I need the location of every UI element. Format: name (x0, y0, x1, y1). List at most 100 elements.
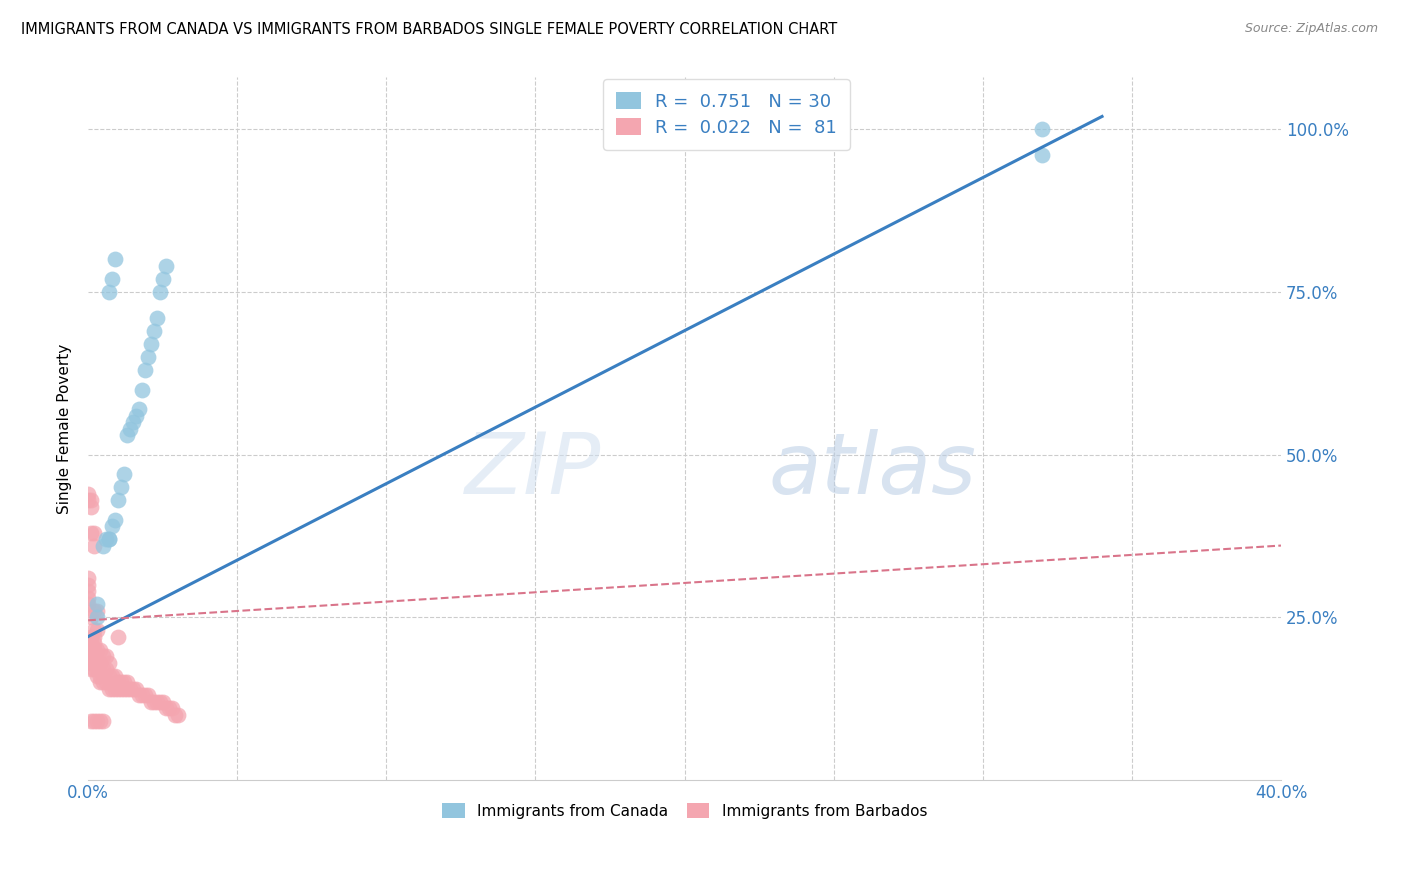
Point (91, 649, 114, 664)
Point (77, 577, 100, 591)
Point (86, 642, 108, 657)
Point (104, 512, 127, 526)
Point (139, 337, 162, 351)
Point (131, 383, 153, 397)
Point (77, 493, 100, 508)
Point (118, 681, 141, 696)
Point (115, 428, 138, 442)
Point (91, 714, 114, 728)
Point (86, 668, 108, 682)
Point (118, 421, 141, 435)
Point (104, 668, 127, 682)
Point (149, 695, 172, 709)
Point (77, 486, 100, 500)
Point (125, 681, 148, 696)
Point (101, 272, 124, 286)
Point (145, 310, 167, 325)
Point (101, 681, 124, 696)
Point (89, 668, 111, 682)
Point (104, 252, 127, 267)
Text: Source: ZipAtlas.com: Source: ZipAtlas.com (1244, 22, 1378, 36)
Point (98, 532, 121, 546)
Legend: Immigrants from Canada, Immigrants from Barbados: Immigrants from Canada, Immigrants from … (436, 797, 934, 824)
Point (89, 642, 111, 657)
Point (89, 656, 111, 670)
Point (86, 623, 108, 637)
Point (80, 610, 103, 624)
Point (86, 656, 108, 670)
Point (155, 259, 177, 273)
Point (134, 363, 156, 377)
Point (160, 701, 183, 715)
Point (128, 402, 150, 417)
Point (145, 695, 167, 709)
Point (112, 681, 135, 696)
Point (80, 662, 103, 676)
Point (80, 525, 103, 540)
Point (136, 688, 159, 702)
Point (128, 688, 150, 702)
Point (86, 603, 108, 617)
Point (136, 350, 159, 364)
Point (80, 642, 103, 657)
Point (122, 681, 145, 696)
Point (98, 681, 121, 696)
Point (80, 493, 103, 508)
Text: ZIP: ZIP (465, 429, 600, 512)
Point (86, 610, 108, 624)
Point (142, 695, 165, 709)
Point (115, 675, 138, 690)
Point (149, 285, 172, 299)
Y-axis label: Single Female Poverty: Single Female Poverty (58, 343, 72, 514)
Point (83, 656, 105, 670)
Point (107, 493, 129, 508)
Point (142, 324, 165, 338)
Point (98, 532, 121, 546)
Point (80, 500, 103, 514)
Point (112, 675, 135, 690)
Point (83, 649, 105, 664)
Point (77, 584, 100, 599)
Point (1031, 122, 1053, 136)
Point (91, 675, 114, 690)
Point (110, 681, 132, 696)
Point (77, 597, 100, 611)
Point (83, 714, 105, 728)
Point (152, 695, 174, 709)
Point (83, 623, 105, 637)
Point (115, 681, 138, 696)
Point (83, 630, 105, 644)
Point (91, 662, 114, 676)
Point (89, 675, 111, 690)
Point (83, 662, 105, 676)
Point (98, 285, 121, 299)
Point (107, 681, 129, 696)
Point (94, 675, 117, 690)
Point (94, 662, 117, 676)
Text: IMMIGRANTS FROM CANADA VS IMMIGRANTS FROM BARBADOS SINGLE FEMALE POVERTY CORRELA: IMMIGRANTS FROM CANADA VS IMMIGRANTS FRO… (21, 22, 838, 37)
Point (101, 668, 124, 682)
Point (112, 467, 135, 481)
Point (107, 675, 129, 690)
Point (80, 636, 103, 650)
Point (86, 662, 108, 676)
Point (152, 272, 174, 286)
Point (101, 519, 124, 533)
Point (77, 591, 100, 605)
Point (110, 480, 132, 494)
Point (107, 630, 129, 644)
Point (83, 603, 105, 617)
Point (91, 539, 114, 553)
Point (157, 701, 180, 715)
Point (134, 688, 156, 702)
Point (122, 415, 145, 429)
Point (155, 701, 177, 715)
Point (89, 714, 111, 728)
Point (1031, 148, 1053, 162)
Point (166, 707, 188, 722)
Point (163, 707, 186, 722)
Point (139, 695, 162, 709)
Point (104, 681, 127, 696)
Point (86, 714, 108, 728)
Point (77, 571, 100, 585)
